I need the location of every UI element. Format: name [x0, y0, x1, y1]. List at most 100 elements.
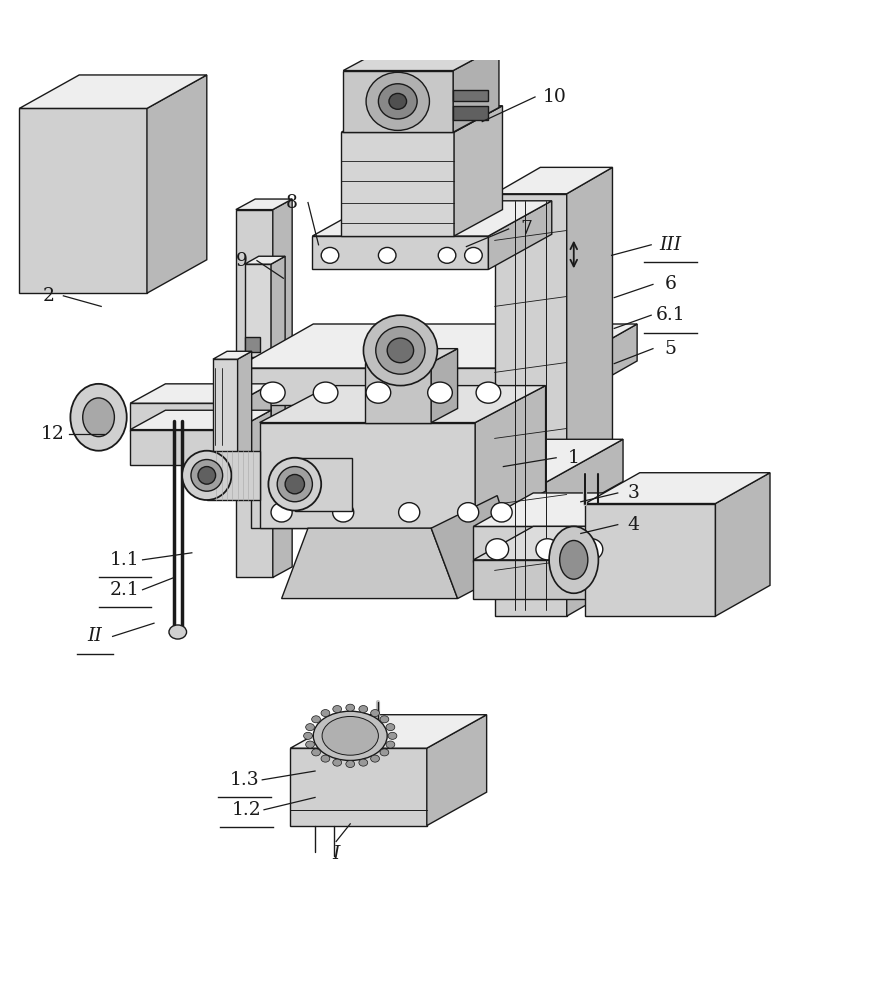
- Polygon shape: [251, 439, 623, 486]
- Ellipse shape: [378, 247, 396, 263]
- Ellipse shape: [366, 382, 391, 403]
- Ellipse shape: [277, 467, 312, 502]
- Polygon shape: [273, 199, 292, 577]
- Polygon shape: [245, 337, 260, 352]
- Text: 4: 4: [627, 516, 640, 534]
- Ellipse shape: [191, 460, 223, 491]
- Polygon shape: [473, 560, 607, 599]
- Ellipse shape: [438, 247, 456, 263]
- Ellipse shape: [359, 706, 368, 713]
- Ellipse shape: [305, 741, 314, 748]
- Ellipse shape: [321, 755, 330, 762]
- Text: 1: 1: [568, 449, 580, 467]
- Polygon shape: [295, 458, 352, 511]
- Ellipse shape: [366, 72, 429, 130]
- Polygon shape: [495, 194, 567, 616]
- Ellipse shape: [313, 382, 338, 403]
- Ellipse shape: [321, 710, 330, 717]
- Ellipse shape: [182, 451, 231, 500]
- Text: I: I: [333, 845, 340, 863]
- Ellipse shape: [346, 760, 355, 768]
- Polygon shape: [343, 46, 499, 71]
- Ellipse shape: [389, 93, 407, 109]
- Polygon shape: [715, 473, 770, 616]
- Text: 2.1: 2.1: [110, 581, 140, 599]
- Ellipse shape: [321, 247, 339, 263]
- Polygon shape: [290, 715, 487, 748]
- Ellipse shape: [560, 540, 588, 579]
- Ellipse shape: [271, 503, 292, 522]
- Text: 3: 3: [627, 484, 640, 502]
- Polygon shape: [236, 324, 637, 368]
- Ellipse shape: [268, 458, 321, 511]
- Ellipse shape: [370, 710, 379, 717]
- Polygon shape: [341, 132, 454, 236]
- Polygon shape: [130, 403, 236, 431]
- Ellipse shape: [285, 474, 304, 494]
- Text: II: II: [88, 627, 102, 645]
- Polygon shape: [245, 256, 285, 264]
- Ellipse shape: [380, 749, 389, 756]
- Polygon shape: [290, 748, 427, 826]
- Ellipse shape: [333, 759, 341, 766]
- Polygon shape: [488, 201, 552, 269]
- Polygon shape: [453, 106, 488, 120]
- Ellipse shape: [333, 706, 341, 713]
- Polygon shape: [539, 439, 623, 528]
- Ellipse shape: [491, 503, 512, 522]
- Polygon shape: [365, 349, 458, 363]
- Text: 2: 2: [42, 287, 55, 305]
- Polygon shape: [207, 451, 260, 500]
- Polygon shape: [312, 201, 552, 236]
- Ellipse shape: [465, 247, 482, 263]
- Polygon shape: [431, 349, 458, 423]
- Polygon shape: [453, 46, 499, 132]
- Ellipse shape: [169, 625, 187, 639]
- Polygon shape: [236, 210, 273, 577]
- Polygon shape: [130, 430, 236, 465]
- Text: 12: 12: [40, 425, 65, 443]
- Ellipse shape: [580, 539, 603, 560]
- Polygon shape: [236, 368, 560, 405]
- Ellipse shape: [536, 539, 559, 560]
- Ellipse shape: [476, 382, 501, 403]
- Polygon shape: [427, 715, 487, 826]
- Ellipse shape: [458, 503, 479, 522]
- Ellipse shape: [346, 704, 355, 711]
- Polygon shape: [213, 359, 238, 465]
- Polygon shape: [607, 526, 667, 599]
- Polygon shape: [567, 167, 612, 616]
- Ellipse shape: [359, 759, 368, 766]
- Polygon shape: [245, 357, 260, 370]
- Polygon shape: [147, 75, 207, 293]
- Polygon shape: [343, 71, 453, 132]
- Polygon shape: [585, 504, 715, 616]
- Ellipse shape: [549, 526, 598, 593]
- Ellipse shape: [370, 755, 379, 762]
- Ellipse shape: [304, 732, 312, 739]
- Ellipse shape: [363, 315, 437, 386]
- Ellipse shape: [333, 503, 354, 522]
- Polygon shape: [260, 386, 546, 423]
- Polygon shape: [431, 496, 519, 599]
- Text: 1.1: 1.1: [110, 551, 140, 569]
- Polygon shape: [251, 486, 539, 528]
- Polygon shape: [260, 423, 475, 528]
- Text: III: III: [659, 236, 682, 254]
- Polygon shape: [607, 493, 667, 562]
- Polygon shape: [236, 410, 271, 465]
- Polygon shape: [341, 106, 502, 132]
- Polygon shape: [495, 167, 612, 194]
- Ellipse shape: [380, 716, 389, 723]
- Ellipse shape: [399, 503, 420, 522]
- Polygon shape: [236, 199, 292, 210]
- Polygon shape: [473, 526, 607, 562]
- Ellipse shape: [388, 732, 397, 739]
- Polygon shape: [282, 528, 458, 599]
- Ellipse shape: [312, 716, 320, 723]
- Polygon shape: [473, 526, 667, 560]
- Polygon shape: [473, 493, 667, 526]
- Ellipse shape: [305, 724, 314, 731]
- Text: 6: 6: [664, 275, 677, 293]
- Ellipse shape: [387, 338, 414, 363]
